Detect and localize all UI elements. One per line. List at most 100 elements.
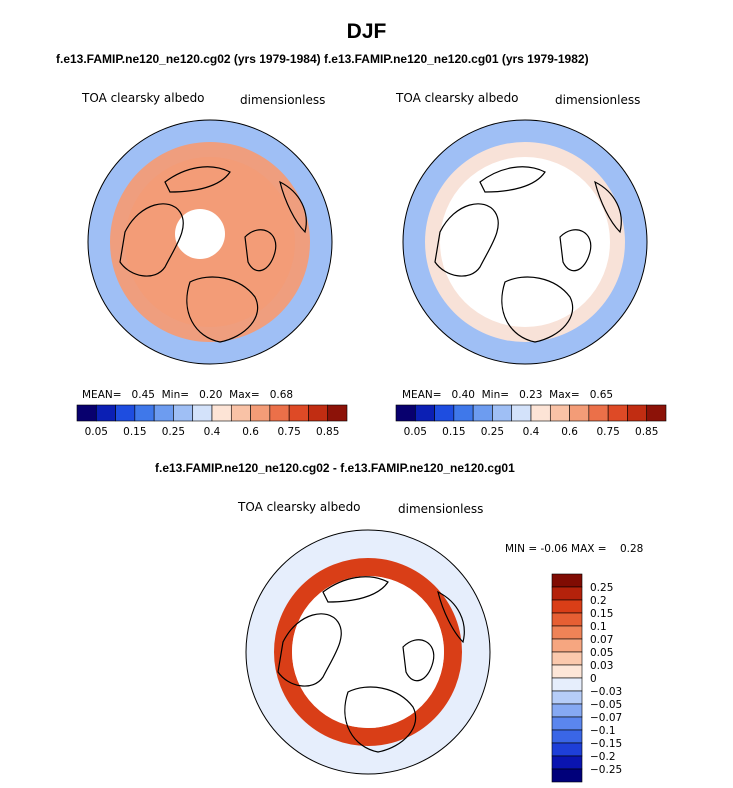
panel1-min-label: Min=: [161, 389, 190, 401]
panel1-colorbar: 0.050.150.250.40.60.750.850.95: [76, 404, 348, 438]
coastline-0: [434, 203, 499, 277]
colorbar-box-4: [472, 404, 493, 422]
panel3-colorbar: 0.250.20.150.10.070.050.030−0.03−0.05−0.…: [551, 573, 622, 783]
colorbar-tick-label: 0.15: [442, 426, 465, 438]
colorbar-box-3: [134, 404, 155, 422]
colorbar-tick-label: 0.25: [590, 582, 613, 594]
panel2-min: 0.23: [519, 389, 543, 401]
colorbar-tick-label: 0.4: [204, 426, 221, 438]
coastline-2: [402, 639, 435, 682]
colorbar-box-1: [414, 404, 435, 422]
panel1-variable: TOA clearsky albedo: [82, 91, 205, 105]
colorbar-tick-label: 0.85: [635, 426, 658, 438]
land-outlines: [277, 576, 465, 753]
panel1-map: [87, 119, 333, 365]
colorbar-box-9: [250, 404, 271, 422]
coastline-3: [164, 166, 231, 193]
panel3-variable: TOA clearsky albedo: [238, 500, 361, 514]
colorbar-box-0: [76, 404, 97, 422]
panel1-min: 0.20: [199, 389, 223, 401]
colorbar-box-3: [453, 404, 474, 422]
colorbar-box-14: [551, 755, 583, 770]
colorbar-tick-label: 0.07: [590, 634, 613, 646]
panel2-max-label: Max=: [549, 389, 580, 401]
colorbar-box-7: [211, 404, 232, 422]
colorbar-box-6: [192, 404, 213, 422]
coastline-3: [479, 166, 546, 193]
colorbar-box-12: [308, 404, 329, 422]
colorbar-tick-label: 0.15: [590, 608, 613, 620]
colorbar-box-4: [551, 625, 583, 640]
colorbar-tick-label: 0.25: [162, 426, 185, 438]
diff-title: f.e13.FAMIP.ne120_ne120.cg02 - f.e13.FAM…: [155, 461, 515, 475]
colorbar-box-1: [95, 404, 116, 422]
colorbar-tick-label: −0.2: [590, 751, 616, 763]
colorbar-box-9: [551, 690, 583, 705]
colorbar-tick-label: 0.2: [590, 595, 607, 607]
coastline-4: [594, 180, 622, 234]
coastline-1: [344, 686, 417, 753]
colorbar-tick-label: 0.05: [85, 426, 108, 438]
panel1-max-label: Max=: [229, 389, 260, 401]
sea-ice-edge-ring: [274, 558, 462, 746]
coastline-2: [559, 229, 592, 272]
colorbar-tick-label: 0.15: [123, 426, 146, 438]
panel3-units: dimensionless: [398, 502, 484, 516]
colorbar-tick-label: 0.4: [523, 426, 540, 438]
colorbar-box-13: [327, 404, 348, 422]
coastline-4: [437, 590, 465, 644]
panel2-map: [402, 119, 648, 365]
colorbar-box-6: [551, 651, 583, 666]
land-outlines: [434, 166, 622, 343]
colorbar-box-7: [551, 664, 583, 679]
panel1-units: dimensionless: [240, 93, 326, 107]
pole-missing: [490, 209, 540, 259]
colorbar-box-5: [551, 638, 583, 653]
colorbar-tick-label: 0.03: [590, 660, 613, 672]
panel3-max: 0.28: [619, 543, 644, 555]
colorbar-box-11: [551, 716, 583, 731]
coastline-2: [244, 229, 277, 272]
map-border: [245, 529, 491, 775]
map-field-group-1: [403, 120, 647, 364]
colorbar-tick-label: 0.1: [590, 621, 607, 633]
colorbar-box-6: [511, 404, 532, 422]
colorbar-box-11: [607, 404, 628, 422]
colorbar-box-5: [492, 404, 513, 422]
colorbar-box-9: [569, 404, 590, 422]
coastline-1: [186, 276, 259, 343]
coastline-1: [501, 276, 574, 343]
colorbar-tick-label: −0.25: [590, 764, 622, 776]
panel2-units: dimensionless: [555, 93, 641, 107]
panel2-mean: 0.40: [451, 389, 475, 401]
pole-missing: [175, 209, 225, 259]
colorbar-box-1: [551, 586, 583, 601]
colorbar-box-3: [551, 612, 583, 627]
map-field-group-0: [88, 120, 332, 364]
panel3-min: -0.06: [540, 543, 568, 555]
colorbar-box-0: [551, 573, 583, 588]
colorbar-tick-label: −0.1: [590, 725, 616, 737]
panel1-mean-label: MEAN=: [82, 389, 122, 401]
colorbar-box-0: [395, 404, 416, 422]
coastline-0: [119, 203, 184, 277]
colorbar-box-8: [230, 404, 251, 422]
colorbar-tick-label: 0.75: [596, 426, 619, 438]
colorbar-box-4: [153, 404, 174, 422]
panel2-colorbar: 0.050.150.250.40.60.750.850.95: [395, 404, 667, 438]
colorbar-box-12: [551, 729, 583, 744]
colorbar-box-11: [288, 404, 309, 422]
panel2-max: 0.65: [589, 389, 614, 401]
colorbar-tick-label: −0.07: [590, 712, 622, 724]
colorbar-box-8: [549, 404, 570, 422]
colorbar-box-7: [530, 404, 551, 422]
panel1-stats: MEAN= 0.45 Min= 0.20 Max= 0.68: [82, 389, 293, 401]
colorbar-box-2: [115, 404, 136, 422]
coastline-4: [279, 180, 307, 234]
colorbar-box-2: [434, 404, 455, 422]
colorbar-tick-label: 0.25: [481, 426, 504, 438]
colorbar-box-2: [551, 599, 583, 614]
panel2-min-label: Min=: [481, 389, 510, 401]
arctic-missing-region: [292, 576, 444, 728]
panel3-max-label: MAX =: [571, 543, 607, 555]
